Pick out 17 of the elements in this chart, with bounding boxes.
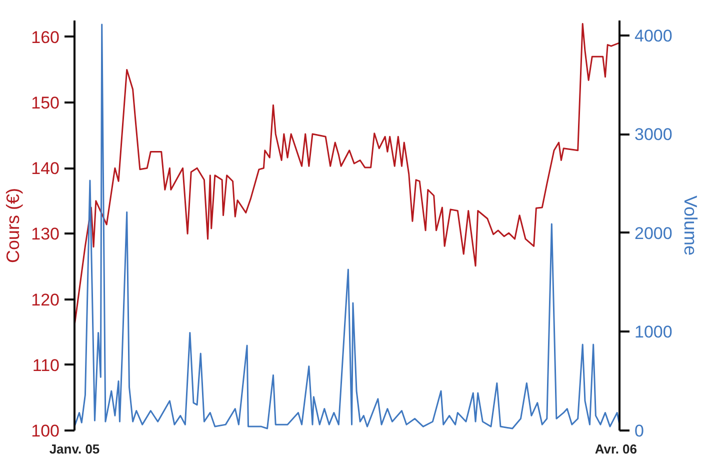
y2-tick-label: 1000 bbox=[634, 322, 672, 342]
y2-axis-title: Volume bbox=[680, 195, 700, 256]
x-tick-label: Avr. 06 bbox=[594, 442, 638, 456]
y-tick-label: 150 bbox=[31, 94, 60, 112]
y-tick-label: 110 bbox=[32, 356, 60, 375]
y-tick-label: 130 bbox=[31, 224, 60, 244]
y2-tick-label: 3000 bbox=[634, 125, 672, 144]
y-tick-label: 100 bbox=[31, 422, 60, 440]
y-tick-label: 120 bbox=[31, 290, 60, 310]
y2-tick-label: 0 bbox=[634, 422, 644, 440]
line-series bbox=[74, 24, 620, 430]
y2-tick-label: 2000 bbox=[634, 224, 672, 243]
y2-tick-label: 4000 bbox=[634, 26, 672, 46]
y-tick-label: 140 bbox=[31, 159, 60, 178]
y-axis-title: Cours (€) bbox=[3, 188, 24, 264]
y-tick-label: 160 bbox=[31, 28, 60, 47]
x-tick-label: Janv. 05 bbox=[49, 442, 100, 456]
